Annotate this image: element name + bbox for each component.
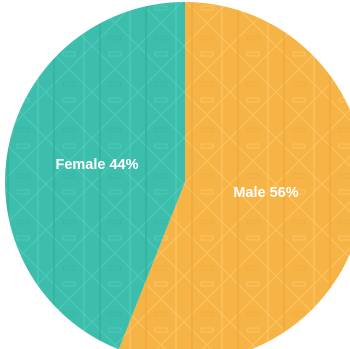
pie-slice-male bbox=[118, 2, 350, 349]
slice-label-male: Male 56% bbox=[233, 185, 298, 201]
pie-slice-female bbox=[5, 2, 185, 349]
slice-label-female: Female 44% bbox=[55, 157, 138, 173]
pie-labels: Male 56% Female 44% bbox=[55, 157, 298, 201]
pie-slices bbox=[5, 2, 350, 349]
